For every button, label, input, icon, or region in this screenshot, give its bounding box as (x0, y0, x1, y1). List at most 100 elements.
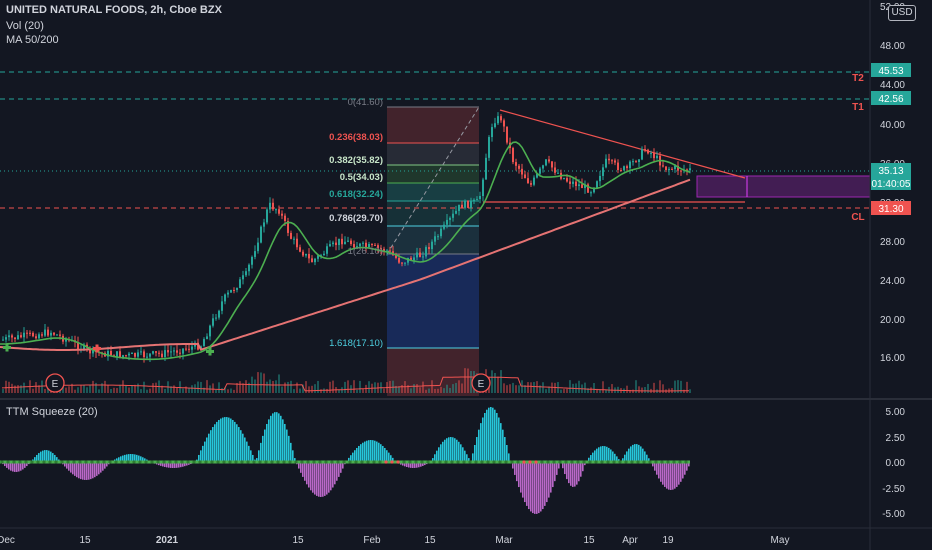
histogram-bar (6, 462, 8, 468)
squeeze-dot (654, 460, 658, 464)
histogram-bar (494, 409, 496, 462)
volume-bar (146, 389, 148, 393)
histogram-bar (36, 454, 38, 462)
squeeze-dot (24, 460, 28, 464)
volume-bar (215, 389, 217, 393)
volume-bar (416, 384, 418, 393)
histogram-bar (130, 454, 132, 462)
squeeze-dot (612, 460, 616, 464)
candle-body (161, 353, 163, 358)
candle-body (536, 173, 538, 178)
volume-bar (188, 387, 190, 393)
histogram-bar (446, 438, 448, 462)
volume-bar (338, 389, 340, 393)
price-tick-label: 28.00 (880, 237, 905, 248)
volume-bar (368, 381, 370, 393)
ttm-squeeze-histogram[interactable] (2, 407, 690, 514)
volume-bar (644, 387, 646, 393)
fib-retracement[interactable] (386, 106, 480, 396)
price-tick-label: 20.00 (880, 315, 905, 326)
squeeze-dot (342, 460, 346, 464)
candlestick-series[interactable] (2, 112, 691, 363)
earnings-marker[interactable]: E (45, 373, 65, 393)
candle-body (275, 209, 277, 211)
volume-bar (143, 381, 145, 393)
price-tick-label: 48.00 (880, 41, 905, 52)
forecast-box[interactable] (696, 175, 871, 198)
volume-bar (245, 380, 247, 393)
candle-body (551, 161, 553, 168)
squeeze-dot (84, 460, 88, 464)
volume-bar (296, 382, 298, 393)
histogram-bar (688, 462, 690, 467)
price-badge (871, 201, 911, 215)
histogram-bar (240, 430, 242, 462)
candle-body (662, 165, 664, 167)
histogram-bar (248, 445, 250, 462)
histogram-bar (178, 462, 180, 468)
candle-body (380, 248, 382, 250)
histogram-bar (184, 462, 186, 467)
histogram-bar (628, 448, 630, 462)
time-axis[interactable]: Dec 15 2021 15 Feb 15 Mar 15 Apr 19 May (0, 535, 789, 546)
oscillator-legend[interactable]: TTM Squeeze (20) (6, 406, 98, 418)
ma-legend[interactable]: MA 50/200 (6, 34, 59, 46)
squeeze-dot (228, 460, 232, 464)
volume-bar (68, 386, 70, 393)
squeeze-dot (372, 460, 376, 464)
volume-bar (662, 384, 664, 393)
volume-bar (332, 380, 334, 393)
squeeze-dot (252, 460, 256, 464)
histogram-bar (386, 450, 388, 462)
squeeze-dot (306, 460, 310, 464)
fib-level-label: 0(41.60) (348, 97, 383, 108)
histogram-bar (626, 451, 628, 462)
histogram-bar (532, 462, 534, 514)
candle-body (221, 301, 223, 311)
volume-bar (326, 388, 328, 393)
squeeze-dot (114, 460, 118, 464)
candle-body (302, 251, 304, 256)
histogram-bar (686, 462, 688, 471)
volume-bar (317, 380, 319, 393)
oscillator-axis[interactable]: 5.00 2.50 0.00 -2.50 -5.00 (882, 407, 905, 520)
price-badge (871, 176, 911, 190)
volume-bar (491, 370, 493, 393)
volume-bar (467, 368, 469, 393)
candle-body (527, 178, 529, 184)
candle-body (413, 257, 415, 261)
histogram-bar (260, 442, 262, 462)
histogram-bar (126, 454, 128, 462)
squeeze-dot (72, 460, 76, 464)
candle-body (356, 246, 358, 248)
upper-trendline[interactable] (499, 109, 746, 179)
volume-bar (545, 389, 547, 393)
squeeze-dot (474, 460, 478, 464)
histogram-bar (118, 457, 120, 462)
histogram-bar (14, 462, 16, 472)
candle-body (635, 161, 637, 163)
histogram-bar (290, 442, 292, 462)
candle-body (167, 350, 169, 353)
histogram-bar (56, 457, 58, 462)
currency-badge[interactable]: USD (888, 5, 916, 21)
candle-body (629, 161, 631, 169)
volume-bar (632, 389, 634, 393)
candle-body (677, 165, 679, 171)
earnings-marker[interactable]: E (471, 373, 491, 393)
histogram-bar (300, 462, 302, 473)
histogram-bar (634, 444, 636, 462)
volume-bar (263, 373, 265, 393)
candle-body (362, 242, 364, 244)
histogram-bar (262, 435, 264, 462)
histogram-bar (382, 445, 384, 462)
volume-legend[interactable]: Vol (20) (6, 20, 44, 32)
volume-bar (539, 385, 541, 393)
histogram-bar (364, 441, 366, 462)
volume-bar (605, 389, 607, 393)
candle-body (680, 170, 682, 172)
histogram-bar (614, 453, 616, 462)
volume-bar (470, 370, 472, 393)
histogram-bar (318, 462, 320, 497)
